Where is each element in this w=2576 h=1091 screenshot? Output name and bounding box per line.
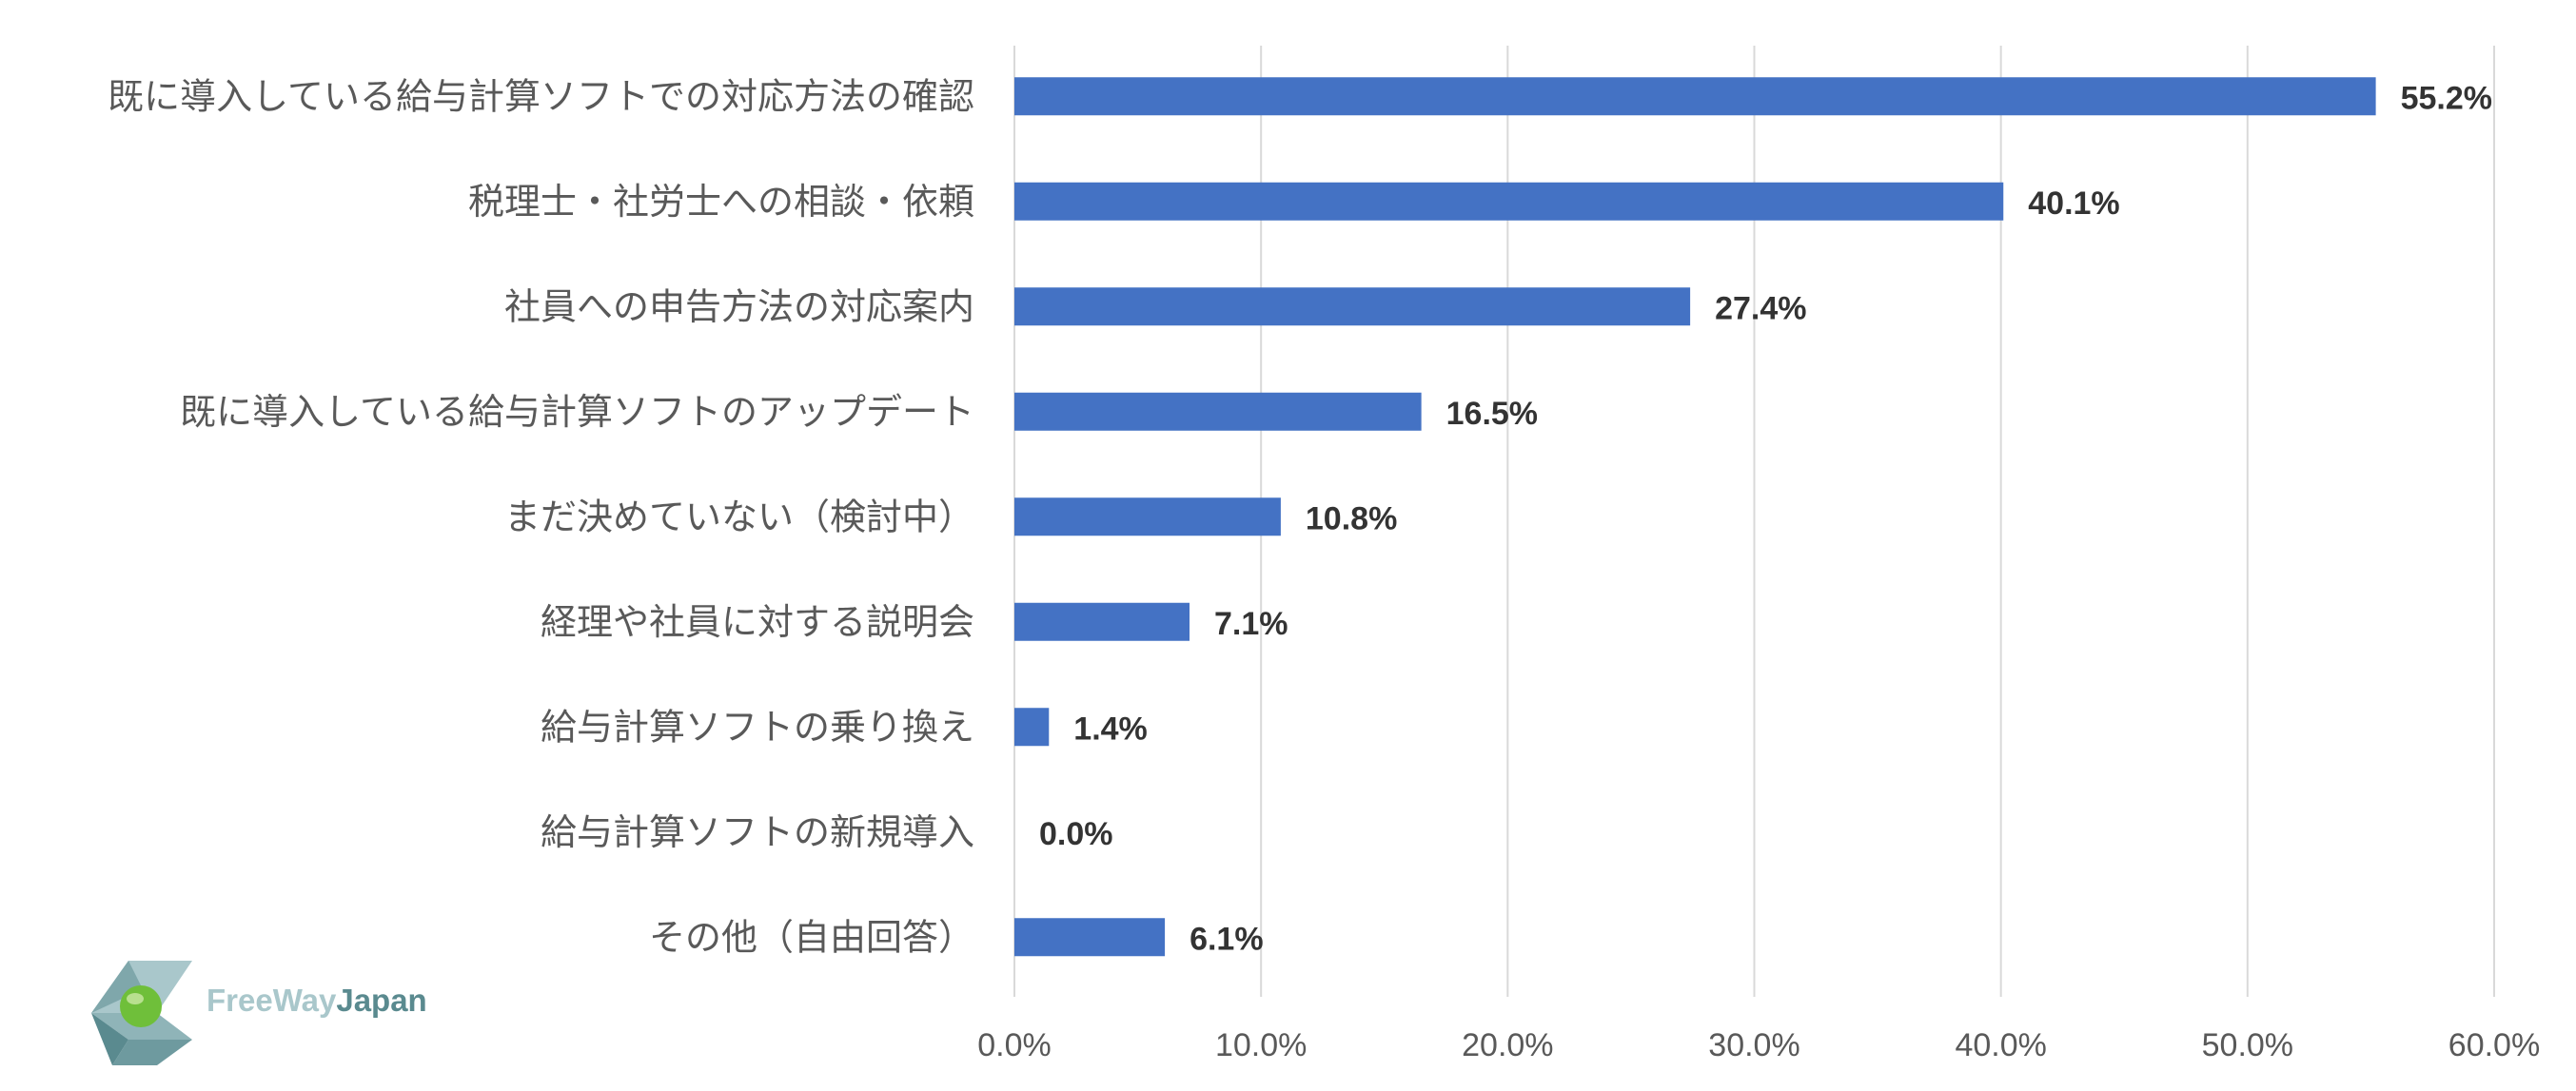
logo-text-japan: Japan <box>336 983 426 1018</box>
value-label: 27.4% <box>1715 290 1806 326</box>
x-tick-label: 10.0% <box>1215 1027 1307 1063</box>
category-label: 既に導入している給与計算ソフトのアップデート <box>180 391 974 433</box>
logo-text: FreeWayJapan <box>206 983 427 1018</box>
x-tick-label: 40.0% <box>1955 1027 2046 1063</box>
category-label: 給与計算ソフトの新規導入 <box>541 811 974 853</box>
x-tick-label: 0.0% <box>977 1027 1052 1063</box>
bars <box>1014 77 2376 957</box>
x-tick-label: 60.0% <box>2448 1027 2540 1063</box>
category-label: まだ決めていない（検討中） <box>504 496 974 537</box>
value-label: 10.8% <box>1306 500 1397 536</box>
bar <box>1014 287 1691 326</box>
bar <box>1014 602 1190 641</box>
category-label: 社員への申告方法の対応案内 <box>504 285 974 327</box>
x-axis-tick-labels: 0.0% 10.0% 20.0% 30.0% 40.0% 50.0% 60.0% <box>977 1027 2540 1063</box>
value-label: 1.4% <box>1073 711 1148 747</box>
bar <box>1014 182 2004 221</box>
x-tick-label: 50.0% <box>2202 1027 2293 1063</box>
value-label: 0.0% <box>1039 816 1113 852</box>
freewayjapan-logo: FreeWayJapan <box>91 961 427 1065</box>
value-label: 40.1% <box>2028 185 2119 222</box>
value-label: 6.1% <box>1190 921 1264 957</box>
value-labels: 55.2% 40.1% 27.4% 16.5% 10.8% 7.1% 1.4% 0.0% 6.1… <box>1039 80 2492 957</box>
category-label: 税理士・社労士への相談・依頼 <box>468 181 974 223</box>
category-label: 既に導入している給与計算ソフトでの対応方法の確認 <box>108 75 974 117</box>
x-tick-label: 30.0% <box>1708 1027 1799 1063</box>
logo-text-freeway: FreeWay <box>206 983 337 1018</box>
bar <box>1014 392 1422 431</box>
category-labels: 既に導入している給与計算ソフトでの対応方法の確認税理士・社労士への相談・依頼社員… <box>108 75 974 958</box>
bar <box>1014 497 1281 536</box>
value-label: 7.1% <box>1214 606 1288 642</box>
bar <box>1014 708 1050 747</box>
bar <box>1014 918 1166 957</box>
value-label: 16.5% <box>1446 396 1538 432</box>
category-label: 経理や社員に対する説明会 <box>541 601 974 643</box>
value-label: 55.2% <box>2401 80 2492 116</box>
category-label: 給与計算ソフトの乗り換え <box>541 706 974 748</box>
logo-mark-icon <box>91 961 192 1065</box>
bar <box>1014 77 2376 116</box>
category-label: その他（自由回答） <box>649 916 974 958</box>
x-tick-label: 20.0% <box>1462 1027 1553 1063</box>
